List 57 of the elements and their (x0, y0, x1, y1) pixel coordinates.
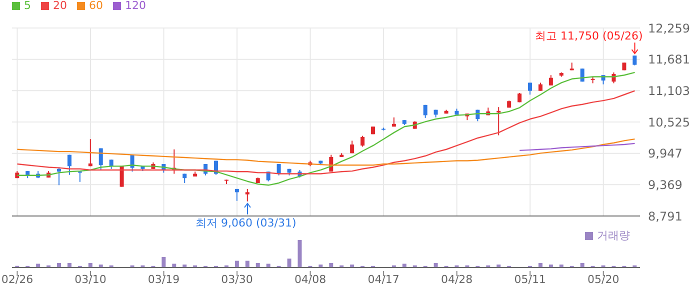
line-series (16, 72, 636, 186)
bar (88, 262, 92, 267)
text: 최저 9,060 (03/31) (196, 216, 296, 230)
candlestick (245, 188, 250, 202)
y-tick-label: 11,103 (648, 84, 690, 98)
bar (266, 264, 270, 267)
bar (36, 264, 40, 267)
bar (57, 262, 62, 267)
candlestick (67, 154, 72, 176)
bar (434, 262, 438, 267)
bar (162, 257, 166, 267)
x-tick-label: 03/30 (221, 273, 253, 286)
bar (538, 262, 542, 267)
x-tick-label: 02/26 (1, 273, 34, 286)
candlestick (496, 106, 501, 136)
bar (287, 258, 292, 267)
x-tick-label: 04/28 (440, 273, 473, 286)
y-tick-label: 11,681 (648, 52, 690, 67)
y-tick-label: 10,525 (648, 115, 690, 130)
line-series (519, 142, 636, 152)
y-tick-label: 9,947 (648, 146, 682, 161)
y-tick-label: 8,791 (648, 209, 682, 224)
annotation: 최고 11,750 (05/26) (535, 30, 643, 43)
bar (580, 262, 584, 267)
x-tick-label: 05/11 (514, 273, 546, 286)
bar (172, 264, 176, 267)
legend-label: 5 (24, 0, 31, 12)
bar (234, 260, 239, 267)
legend-label: 60 (89, 0, 103, 12)
legend-label: 20 (53, 0, 67, 12)
x-tick-label: 04/17 (368, 273, 400, 286)
candlestick (276, 164, 281, 176)
x-tick-label: 03/10 (74, 273, 106, 286)
bar (402, 264, 406, 267)
candlestick (120, 166, 124, 188)
candlestick (548, 74, 553, 86)
bar (256, 262, 260, 267)
legend-label: 거래량 (597, 229, 630, 242)
bar (245, 260, 250, 267)
x-tick-label: 04/08 (294, 273, 326, 286)
candlestick (423, 104, 428, 118)
candlestick (360, 135, 365, 148)
candlestick (528, 82, 532, 96)
y-tick-label: 12,259 (648, 21, 690, 36)
candlestick (78, 171, 82, 182)
y-tick-label: 9,369 (648, 178, 682, 192)
x-tick-label: 05/20 (588, 273, 620, 286)
bar (329, 262, 334, 267)
candlestick (350, 140, 354, 154)
candlestick (88, 138, 92, 167)
bar (67, 262, 72, 267)
x-tick-label: 03/19 (148, 273, 180, 286)
bar (298, 240, 302, 267)
candlestick (57, 166, 62, 186)
candlestick (632, 55, 637, 66)
legend-label: 120 (125, 0, 146, 12)
candlestick (109, 159, 114, 170)
